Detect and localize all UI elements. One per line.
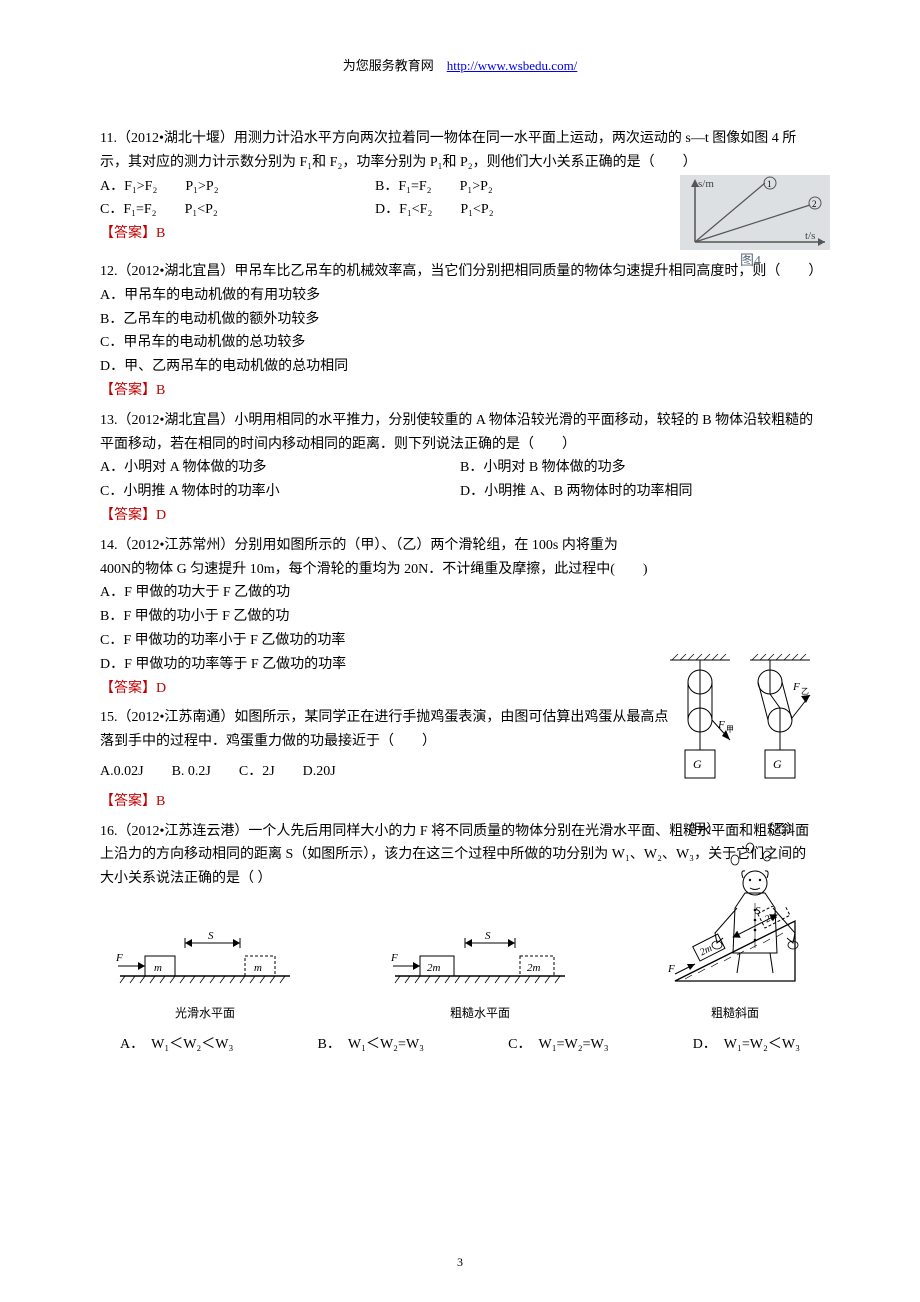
q15-optB: B. 0.2J	[172, 760, 211, 784]
q13-optB: B．小明对 B 物体做的功多	[460, 456, 820, 480]
figure-st-graph: s/m t/s 1 2 图4	[680, 175, 830, 270]
svg-text:m: m	[154, 962, 162, 974]
q15-optA: A.0.02J	[100, 760, 144, 784]
svg-text:F: F	[717, 719, 725, 731]
q15-options: A.0.02J B. 0.2J C．2J D.20J	[100, 760, 680, 784]
q13-optA: A．小明对 A 物体做的功多	[100, 456, 460, 480]
q12-optD: D．甲、乙两吊车的电动机做的总功相同	[100, 355, 820, 379]
q14-text: 14.（2012•江苏常州）分别用如图所示的（甲）、（乙）两个滑轮组，在 100…	[100, 534, 650, 582]
q16-optA: A． W₁＜W₂＜W₃	[120, 1033, 233, 1057]
q11-optA: A．F₁>F₂ P₁>P₂	[100, 175, 375, 199]
fig16-cap3: 粗糙斜面	[660, 1003, 810, 1023]
svg-text:F: F	[792, 681, 800, 693]
fig16-cap1: 光滑水平面	[110, 1003, 300, 1023]
q16-optD: D． W₁=W₂＜W₃	[693, 1033, 800, 1057]
page-number: 3	[0, 1252, 920, 1272]
q14-optA: A．F 甲做的功大于 F 乙做的功	[100, 581, 650, 605]
q12-optB: B．乙吊车的电动机做的额外功较多	[100, 308, 820, 332]
q14-optC: C．F 甲做功的功率小于 F 乙做功的功率	[100, 629, 650, 653]
page-header: 为您服务教育网 http://www.wsbedu.com/	[100, 55, 820, 77]
site-link[interactable]: http://www.wsbedu.com/	[447, 58, 578, 73]
svg-text:G: G	[693, 757, 702, 771]
q15-optC: C．2J	[239, 760, 275, 784]
figure-pulley: F 甲 G F 乙 G （甲） （乙）	[660, 650, 820, 830]
q16-optB: B． W₁＜W₂=W₃	[318, 1033, 425, 1057]
svg-text:F: F	[390, 952, 398, 964]
svg-text:2m: 2m	[527, 962, 541, 974]
svg-text:2m: 2m	[427, 962, 441, 974]
axis-x-label: t/s	[805, 230, 815, 242]
q11-optB: B．F₁=F₂ P₁>P₂	[375, 175, 650, 199]
q15-text: 15.（2012•江苏南通）如图所示，某同学正在进行手抛鸡蛋表演，由图可估算出鸡…	[100, 706, 680, 754]
q12-optA: A．甲吊车的电动机做的有用功较多	[100, 284, 820, 308]
q14-optD: D．F 甲做功的功率等于 F 乙做功的功率	[100, 653, 650, 677]
svg-text:S: S	[208, 931, 214, 942]
line-2-label: 2	[812, 199, 817, 209]
svg-text:F: F	[667, 963, 675, 975]
q16-optC: C． W₁=W₂=W₃	[508, 1033, 608, 1057]
fig16-smooth: m m F S 光滑水平面	[110, 931, 300, 1023]
pulley-label-jia: （甲）	[680, 818, 719, 840]
q11-optD: D．F₁<F₂ P₁<P₂	[375, 198, 650, 222]
site-name: 为您服务教育网	[343, 58, 434, 73]
q15-answer: 【答案】B	[100, 790, 680, 814]
svg-text:F: F	[115, 952, 123, 964]
q14-answer: 【答案】D	[100, 677, 650, 701]
svg-text:乙: 乙	[801, 687, 809, 696]
figure-egg-juggler	[695, 838, 815, 978]
pulley-label-yi: （乙）	[760, 818, 799, 840]
fig16-rough: 2m 2m F S 粗糙水平面	[385, 931, 575, 1023]
q13-text: 13.（2012•湖北宜昌）小明用相同的水平推力，分别使较重的 A 物体沿较光滑…	[100, 409, 820, 457]
axis-y-label: s/m	[698, 178, 714, 190]
svg-text:G: G	[773, 757, 782, 771]
q13-optC: C．小明推 A 物体时的功率小	[100, 480, 460, 504]
q12-optC: C．甲吊车的电动机做的总功较多	[100, 331, 820, 355]
fig16-cap2: 粗糙水平面	[385, 1003, 575, 1023]
question-12: 12.（2012•湖北宜昌）甲吊车比乙吊车的机械效率高，当它们分别把相同质量的物…	[100, 260, 820, 403]
q12-answer: 【答案】B	[100, 379, 820, 403]
q16-options: A． W₁＜W₂＜W₃ B． W₁＜W₂=W₃ C． W₁=W₂=W₃ D． W…	[100, 1033, 820, 1057]
q13-answer: 【答案】D	[100, 504, 820, 528]
q13-optD: D．小明推 A、B 两物体时的功率相同	[460, 480, 820, 504]
q11-text: 11.（2012•湖北十堰）用测力计沿水平方向两次拉着同一物体在同一水平面上运动…	[100, 127, 820, 175]
q11-optC: C．F₁=F₂ P₁<P₂	[100, 198, 375, 222]
svg-text:甲: 甲	[726, 725, 734, 734]
q13-options: A．小明对 A 物体做的功多 B．小明对 B 物体做的功多 C．小明推 A 物体…	[100, 456, 820, 504]
question-13: 13.（2012•湖北宜昌）小明用相同的水平推力，分别使较重的 A 物体沿较光滑…	[100, 409, 820, 528]
fig-st-caption: 图4	[740, 254, 761, 269]
q15-optD: D.20J	[303, 760, 336, 784]
line-1-label: 1	[767, 179, 772, 189]
q14-optB: B．F 甲做的功小于 F 乙做的功	[100, 605, 650, 629]
svg-text:S: S	[485, 931, 491, 942]
svg-text:m: m	[254, 962, 262, 974]
